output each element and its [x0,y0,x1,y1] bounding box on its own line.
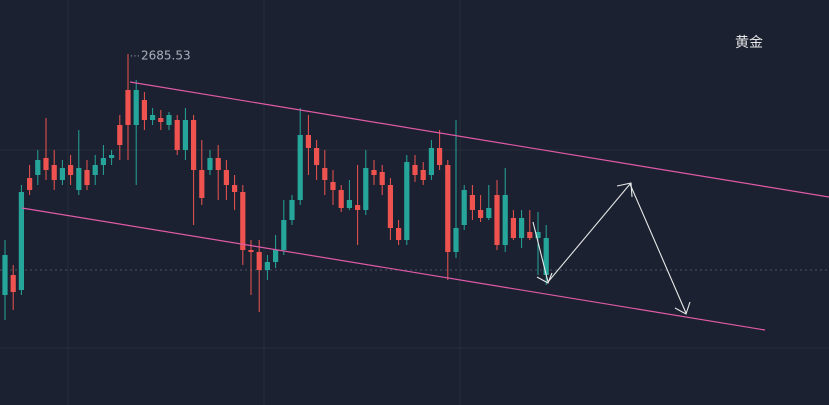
candle-body [535,232,541,238]
candle-body [412,165,418,175]
candle-body [404,162,410,240]
arrow-path [532,182,687,314]
candle-body [51,165,57,180]
candle-body [84,170,90,185]
chart-title: 黄金 [735,34,763,51]
candle-body [453,228,459,252]
candle-body [519,218,525,238]
candle-body [314,148,320,165]
candle-body [18,192,24,290]
forecast-arrow [532,182,691,315]
candle-body [174,120,180,150]
candle-body [35,160,41,175]
candles [2,53,549,320]
candle-body [543,238,549,275]
candle-body [330,182,336,190]
candle-body [273,250,279,262]
candle-body [420,170,426,180]
candle-body [232,185,238,192]
candle-body [191,120,197,170]
candle-body [125,90,131,125]
candle-body [338,190,344,208]
candle-body [346,200,352,208]
high-label: 2685.53 [141,48,191,62]
candle-body [379,172,385,185]
candle-body [494,195,500,245]
candle-body [248,250,254,252]
candle-body [461,190,467,225]
candle-body [43,158,49,170]
candle-body [240,192,246,250]
candle-body [141,100,147,120]
channel-upper [129,81,829,198]
candle-body [133,90,139,125]
candle-body [27,178,33,190]
candle-body [437,148,443,165]
candle-body [322,168,328,180]
candle-body [10,275,16,292]
candle-body [486,208,492,218]
channel-lower [21,207,766,331]
candle-body [289,200,295,220]
candle-body [363,168,369,210]
candle-body [469,195,475,210]
candle-body [264,262,270,270]
candle-body [445,165,451,252]
candle-body [478,210,484,218]
candle-body [207,158,213,170]
candle-body [371,170,377,175]
candle-body [297,135,303,200]
candle-body [502,195,508,245]
candle-body [355,205,361,210]
candle-body [100,158,106,165]
candle-body [305,135,311,148]
arrow-head [616,182,633,198]
candle-body [158,118,164,122]
candle-body [510,218,516,238]
candle-body [182,120,188,150]
candle-body [150,115,156,120]
candle-body [2,255,8,295]
candle-body [117,125,123,145]
candle-body [166,115,172,125]
candle-body [396,228,402,240]
candle-body [387,185,393,228]
candle-body [527,232,533,238]
candle-body [68,165,74,175]
candle-body [215,158,221,170]
candle-body [256,252,262,270]
candle-body [428,148,434,175]
candle-body [199,170,205,198]
high-marker: ⋯ [130,51,140,62]
candle-body [281,220,287,250]
candle-body [76,168,82,190]
candle-body [223,170,229,185]
candle-body [59,168,65,180]
arrow-head [536,272,553,284]
candle-body [109,155,115,158]
arrow-head [674,301,691,315]
candle-body [92,165,98,175]
